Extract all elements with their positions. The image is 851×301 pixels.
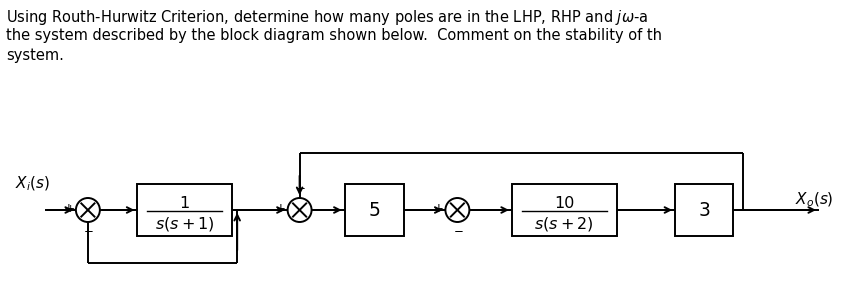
Text: 5: 5 [368,200,380,219]
Text: −: − [295,182,306,195]
Text: +: + [66,204,75,214]
Bar [675,184,733,236]
Text: $X_o(s)$: $X_o(s)$ [795,191,833,209]
Circle shape [445,198,470,222]
Text: the system described by the block diagram shown below.  Comment on the stability: the system described by the block diagra… [6,28,662,43]
Bar [511,184,617,236]
Text: +: + [64,201,74,215]
Circle shape [76,198,100,222]
Circle shape [288,198,311,222]
Text: $s(s+1)$: $s(s+1)$ [155,215,214,233]
Text: −: − [454,225,463,238]
Bar [345,184,404,236]
Text: 3: 3 [698,200,710,219]
Text: +: + [433,201,443,215]
Text: 1: 1 [180,197,190,212]
Text: $X_i(s)$: $X_i(s)$ [15,175,50,193]
Text: 10: 10 [554,197,574,212]
Text: Using Routh-Hurwitz Criterion, determine how many poles are in the LHP, RHP and : Using Routh-Hurwitz Criterion, determine… [6,8,648,27]
Text: −: − [84,225,94,238]
Text: $s(s+2)$: $s(s+2)$ [534,215,594,233]
Text: system.: system. [6,48,64,63]
Bar [137,184,232,236]
Text: +: + [276,201,286,215]
